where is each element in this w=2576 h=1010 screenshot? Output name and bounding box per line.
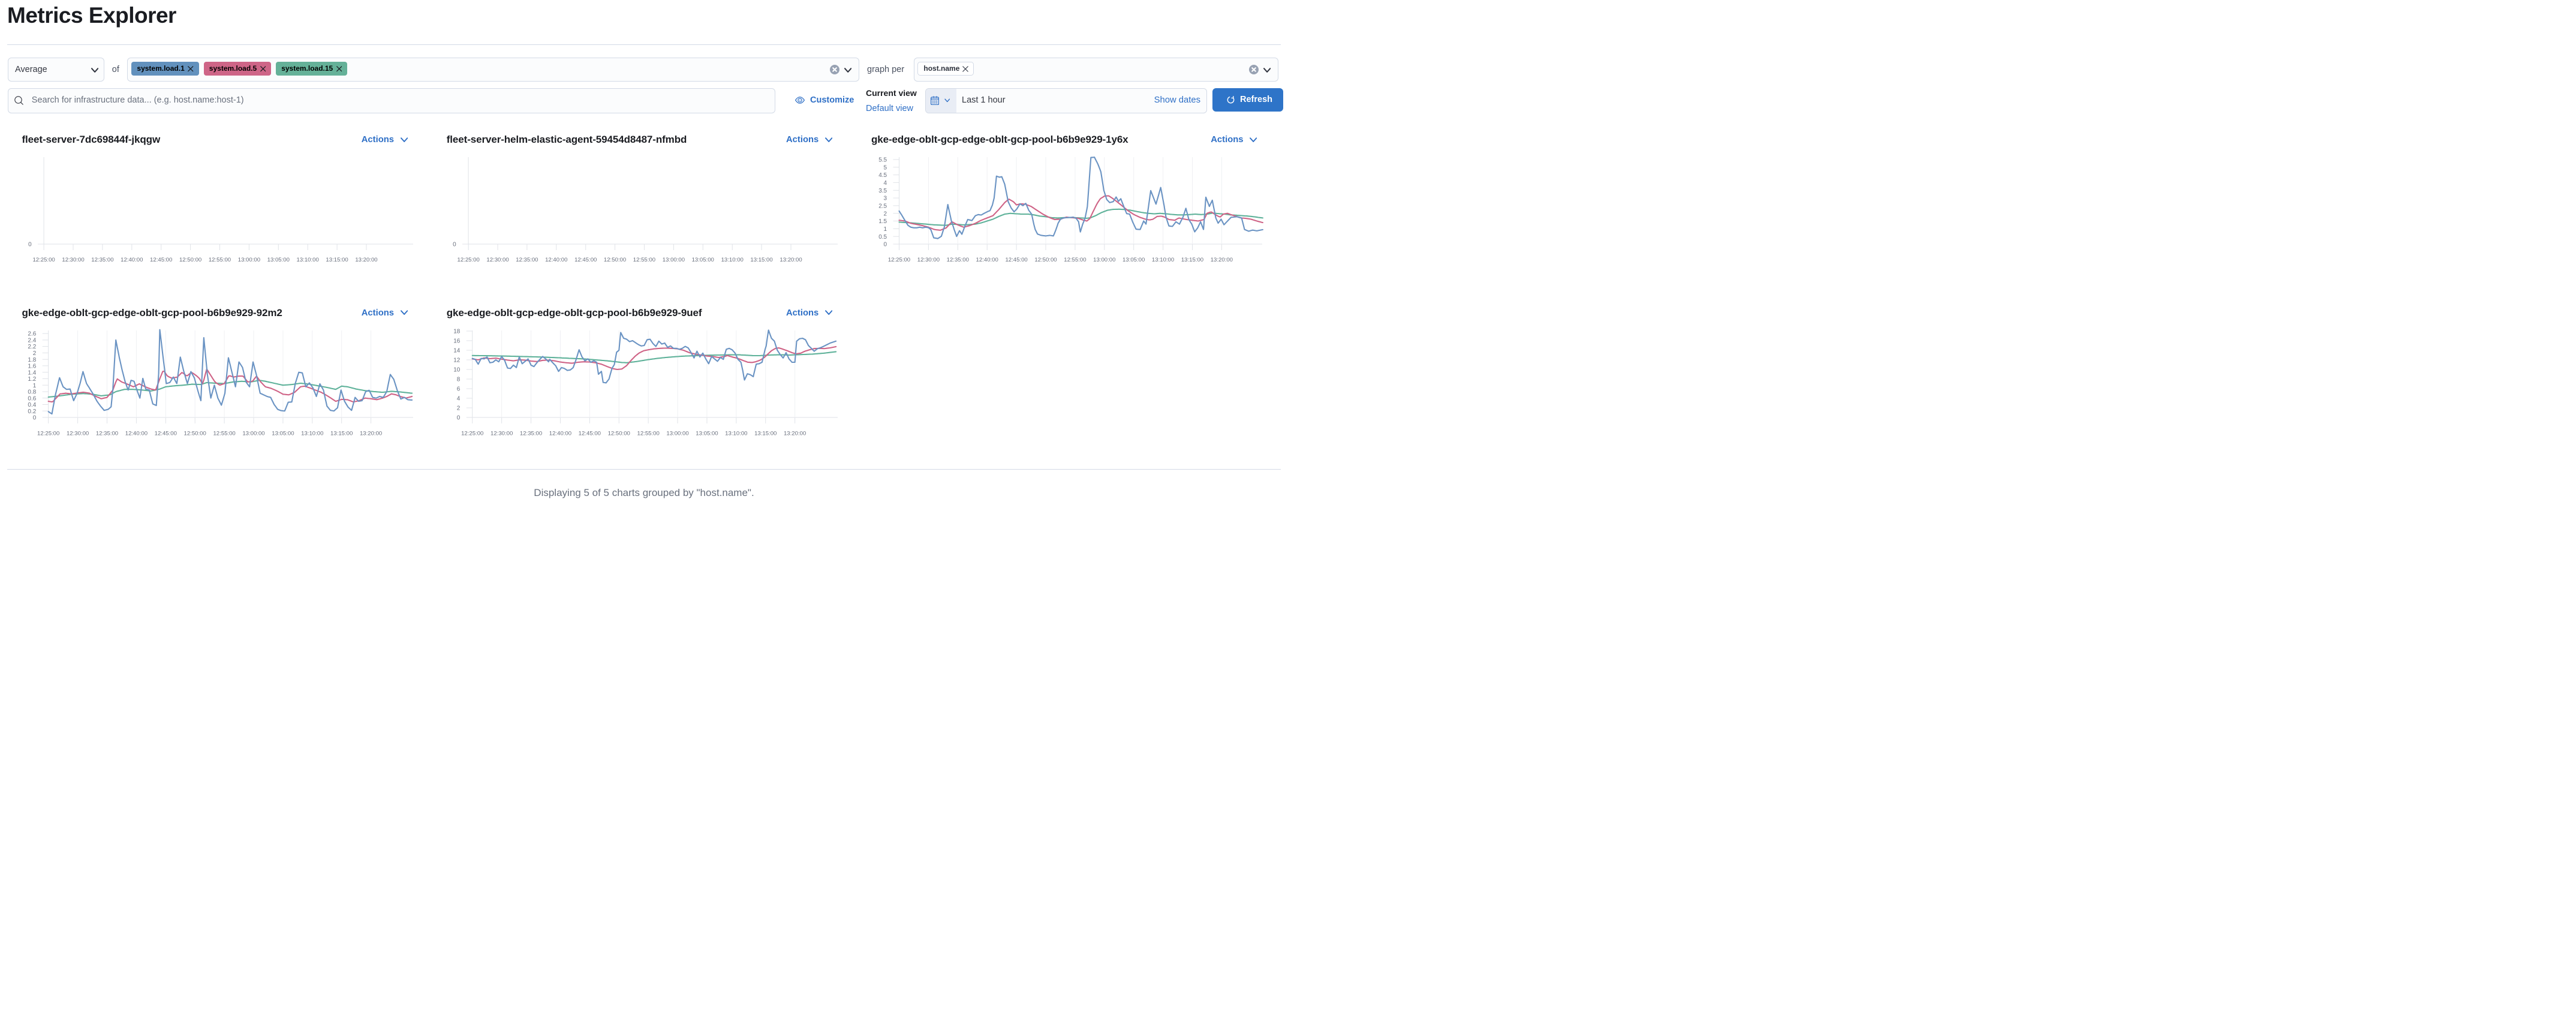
svg-text:12:30:00: 12:30:00: [66, 430, 88, 437]
svg-text:13:20:00: 13:20:00: [784, 430, 806, 437]
svg-text:12:45:00: 12:45:00: [154, 430, 176, 437]
svg-text:13:10:00: 13:10:00: [725, 430, 747, 437]
svg-text:12:40:00: 12:40:00: [121, 257, 143, 263]
svg-text:13:15:00: 13:15:00: [754, 430, 777, 437]
svg-text:13:20:00: 13:20:00: [780, 257, 802, 263]
svg-text:13:05:00: 13:05:00: [272, 430, 294, 437]
svg-text:0: 0: [28, 242, 32, 248]
svg-text:2.5: 2.5: [878, 203, 887, 209]
svg-text:13:05:00: 13:05:00: [696, 430, 718, 437]
svg-text:0.6: 0.6: [28, 395, 36, 402]
svg-text:12:40:00: 12:40:00: [976, 257, 998, 263]
svg-text:12:55:00: 12:55:00: [637, 430, 659, 437]
svg-text:12:40:00: 12:40:00: [549, 430, 571, 437]
svg-text:8: 8: [457, 376, 461, 383]
svg-text:13:15:00: 13:15:00: [330, 430, 353, 437]
svg-text:12:35:00: 12:35:00: [91, 257, 113, 263]
svg-text:12:50:00: 12:50:00: [607, 430, 630, 437]
svg-text:2: 2: [32, 350, 36, 356]
svg-text:12:30:00: 12:30:00: [917, 257, 940, 263]
svg-text:12:35:00: 12:35:00: [95, 430, 118, 437]
svg-text:14: 14: [453, 347, 461, 354]
svg-text:1: 1: [884, 226, 887, 233]
svg-text:12:45:00: 12:45:00: [578, 430, 600, 437]
svg-text:13:05:00: 13:05:00: [1123, 257, 1145, 263]
svg-text:12:45:00: 12:45:00: [150, 257, 172, 263]
svg-text:2.6: 2.6: [28, 330, 36, 337]
svg-text:12:50:00: 12:50:00: [179, 257, 201, 263]
svg-text:12:25:00: 12:25:00: [888, 257, 910, 263]
svg-text:12:35:00: 12:35:00: [516, 257, 538, 263]
svg-text:3: 3: [884, 196, 887, 202]
svg-text:13:05:00: 13:05:00: [267, 257, 289, 263]
svg-text:12:35:00: 12:35:00: [520, 430, 542, 437]
svg-text:1.6: 1.6: [28, 363, 36, 369]
svg-text:4.5: 4.5: [878, 172, 887, 179]
svg-text:13:00:00: 13:00:00: [666, 430, 688, 437]
svg-text:13:20:00: 13:20:00: [355, 257, 377, 263]
svg-text:12:40:00: 12:40:00: [545, 257, 567, 263]
svg-text:13:10:00: 13:10:00: [1152, 257, 1174, 263]
svg-text:13:15:00: 13:15:00: [326, 257, 348, 263]
svg-text:13:15:00: 13:15:00: [1181, 257, 1203, 263]
svg-text:5: 5: [884, 164, 887, 171]
svg-text:12:45:00: 12:45:00: [1005, 257, 1027, 263]
svg-text:4: 4: [457, 395, 461, 402]
svg-text:12:50:00: 12:50:00: [604, 257, 626, 263]
svg-text:0: 0: [453, 242, 456, 248]
svg-text:13:20:00: 13:20:00: [1211, 257, 1233, 263]
svg-text:13:10:00: 13:10:00: [301, 430, 323, 437]
svg-text:12:35:00: 12:35:00: [947, 257, 969, 263]
svg-text:12:30:00: 12:30:00: [490, 430, 513, 437]
svg-text:0: 0: [457, 414, 461, 421]
svg-text:1.5: 1.5: [878, 218, 887, 225]
svg-text:12:50:00: 12:50:00: [1034, 257, 1057, 263]
svg-text:13:00:00: 13:00:00: [663, 257, 685, 263]
svg-text:13:00:00: 13:00:00: [242, 430, 264, 437]
svg-text:4: 4: [884, 180, 887, 187]
svg-text:12:55:00: 12:55:00: [633, 257, 655, 263]
svg-text:12:45:00: 12:45:00: [574, 257, 597, 263]
svg-text:0: 0: [32, 414, 36, 421]
svg-text:12: 12: [453, 357, 461, 363]
svg-text:0: 0: [884, 242, 887, 248]
svg-text:2.4: 2.4: [28, 337, 36, 344]
svg-text:12:25:00: 12:25:00: [32, 257, 55, 263]
svg-text:13:00:00: 13:00:00: [1093, 257, 1115, 263]
svg-text:0.2: 0.2: [28, 408, 36, 414]
svg-text:10: 10: [453, 366, 461, 373]
svg-text:12:25:00: 12:25:00: [461, 430, 483, 437]
svg-text:5.5: 5.5: [878, 157, 887, 164]
svg-text:2: 2: [457, 405, 461, 411]
svg-text:1: 1: [32, 382, 36, 389]
svg-text:12:50:00: 12:50:00: [183, 430, 206, 437]
svg-text:12:40:00: 12:40:00: [125, 430, 147, 437]
svg-text:12:25:00: 12:25:00: [37, 430, 59, 437]
svg-text:16: 16: [453, 338, 461, 344]
svg-text:13:10:00: 13:10:00: [721, 257, 743, 263]
svg-text:2.2: 2.2: [28, 344, 36, 350]
svg-text:12:30:00: 12:30:00: [486, 257, 508, 263]
svg-text:13:00:00: 13:00:00: [237, 257, 260, 263]
svg-text:0.8: 0.8: [28, 389, 36, 395]
svg-text:13:20:00: 13:20:00: [359, 430, 381, 437]
svg-text:1.2: 1.2: [28, 375, 36, 382]
svg-text:1.8: 1.8: [28, 356, 36, 363]
svg-text:18: 18: [453, 328, 461, 335]
svg-text:12:25:00: 12:25:00: [457, 257, 479, 263]
svg-text:0.5: 0.5: [878, 234, 887, 241]
svg-text:12:55:00: 12:55:00: [213, 430, 235, 437]
svg-text:2: 2: [884, 211, 887, 217]
svg-text:0.4: 0.4: [28, 402, 36, 408]
svg-text:12:30:00: 12:30:00: [62, 257, 84, 263]
svg-text:6: 6: [457, 386, 461, 392]
svg-text:1.4: 1.4: [28, 369, 36, 376]
svg-text:12:55:00: 12:55:00: [1064, 257, 1086, 263]
svg-text:13:05:00: 13:05:00: [691, 257, 714, 263]
svg-text:13:10:00: 13:10:00: [296, 257, 318, 263]
svg-text:12:55:00: 12:55:00: [208, 257, 230, 263]
svg-text:13:15:00: 13:15:00: [750, 257, 772, 263]
svg-text:3.5: 3.5: [878, 188, 887, 194]
